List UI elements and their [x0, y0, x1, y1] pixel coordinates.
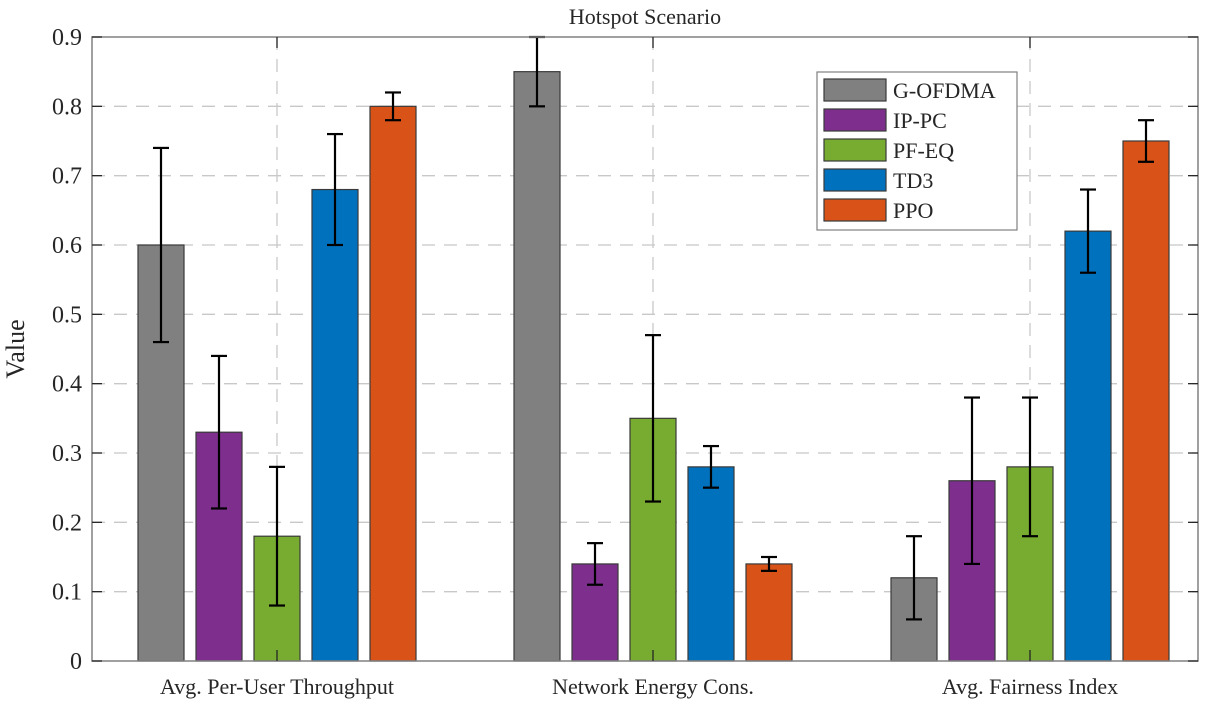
- y-tick-label: 0.9: [52, 25, 82, 51]
- legend-label: IP-PC: [893, 108, 947, 133]
- error-bar: [211, 354, 227, 510]
- legend-swatch-td3: [823, 168, 887, 192]
- y-tick-label: 0.7: [52, 164, 82, 190]
- error-bar: [645, 334, 661, 503]
- legend: G-OFDMA IP-PC PF-EQ TD3 PPO: [816, 71, 1018, 231]
- y-tick-label: 0.1: [52, 580, 82, 606]
- y-tick-label: 0.5: [52, 302, 82, 328]
- error-bar: [587, 542, 603, 586]
- plot-frame: [91, 36, 1199, 662]
- y-tick-label: 0.2: [52, 510, 82, 536]
- legend-item: G-OFDMA: [823, 78, 996, 103]
- axes: [91, 36, 1199, 662]
- error-bar: [1080, 188, 1096, 274]
- legend-swatch-ip-pc: [823, 108, 887, 132]
- error-bar: [1022, 396, 1038, 538]
- error-bar: [153, 146, 169, 344]
- legend-item: PPO: [823, 198, 933, 223]
- legend-swatch-pf-eq: [823, 138, 887, 162]
- bar-ppo: [745, 563, 793, 662]
- y-tick-labels: 0 0.1 0.2 0.3 0.4 0.5 0.6 0.7 0.8 0.9: [52, 25, 82, 675]
- bar-td3: [1064, 230, 1112, 662]
- y-tick-label: 0.6: [52, 233, 82, 259]
- legend-swatch-ppo: [823, 198, 887, 222]
- bar-ppo: [369, 105, 417, 662]
- legend-item: IP-PC: [823, 108, 947, 133]
- bar-td3: [687, 466, 735, 662]
- bar-g-ofdma: [513, 71, 561, 662]
- legend-label: TD3: [893, 168, 933, 193]
- error-bar: [1138, 119, 1154, 163]
- y-tick-label: 0.4: [52, 372, 82, 398]
- error-bar: [964, 396, 980, 566]
- legend-swatch-g-ofdma: [823, 78, 887, 102]
- x-tick-label: Avg. Fairness Index: [942, 674, 1118, 699]
- legend-label: PF-EQ: [893, 138, 954, 163]
- chart-title: Hotspot Scenario: [569, 4, 721, 29]
- x-tick-labels: Avg. Per-User Throughput Network Energy C…: [160, 674, 1118, 699]
- legend-label: PPO: [893, 198, 933, 223]
- error-bar: [269, 465, 285, 607]
- bar-ppo: [1122, 140, 1170, 662]
- y-tick-label: 0: [70, 649, 82, 675]
- x-tick-label: Avg. Per-User Throughput: [160, 674, 394, 699]
- bar-td3: [311, 188, 359, 662]
- legend-label: G-OFDMA: [893, 78, 996, 103]
- y-tick-label: 0.3: [52, 441, 82, 467]
- error-bar: [703, 444, 719, 489]
- error-bar: [761, 555, 777, 572]
- error-bar: [385, 91, 401, 122]
- y-axis-label: Value: [1, 319, 30, 378]
- error-bar: [327, 132, 343, 247]
- error-bar: [906, 535, 922, 621]
- legend-item: TD3: [823, 168, 933, 193]
- error-bars-group: [153, 35, 1154, 621]
- legend-item: PF-EQ: [823, 138, 954, 163]
- y-tick-label: 0.8: [52, 94, 82, 120]
- x-tick-label: Network Energy Cons.: [552, 674, 754, 699]
